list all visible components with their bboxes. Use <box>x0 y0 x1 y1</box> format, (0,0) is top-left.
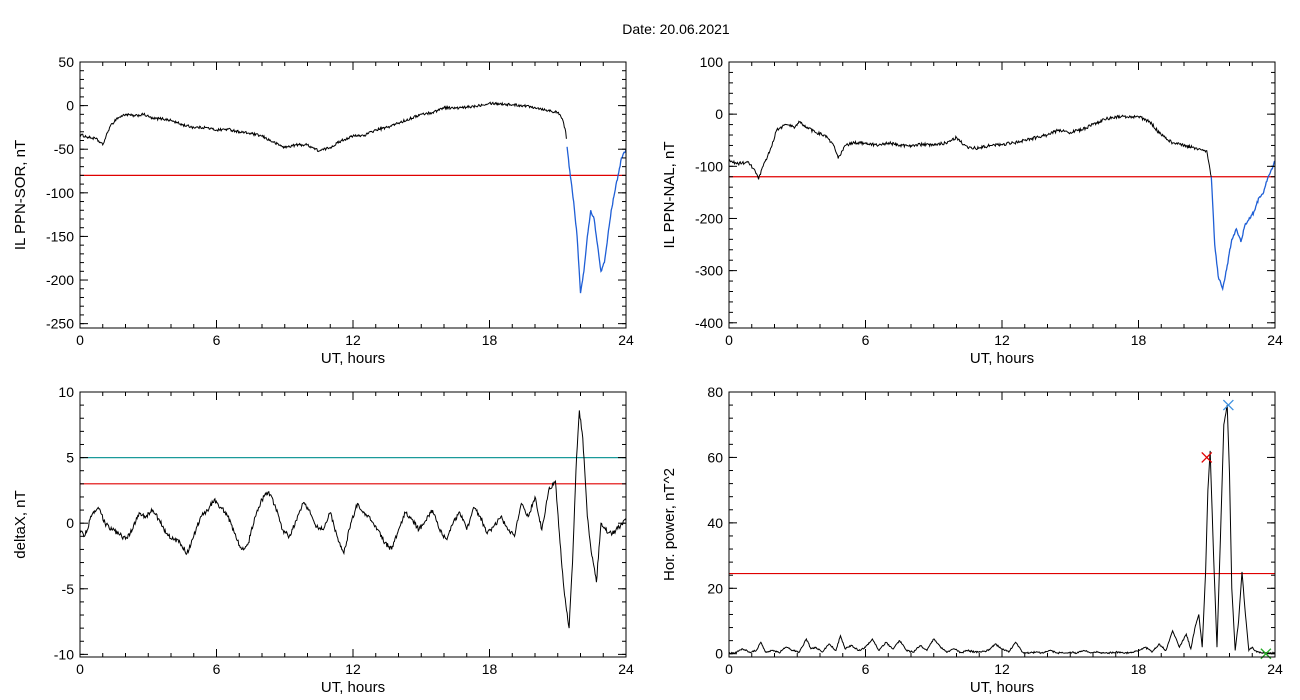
x-tick-label: 12 <box>994 332 1010 348</box>
y-tick-label: 20 <box>707 580 723 596</box>
y-tick-label: -200 <box>46 272 74 288</box>
y-tick-label: -50 <box>54 141 74 157</box>
chart-hor-power: 0 6 12 18 24 80 60 40 20 0 UT, hours Hor. power, nT… <box>661 384 1283 696</box>
x-tick-label: 18 <box>482 661 498 677</box>
y-axis-label: IL PPN-SOR, nT <box>12 140 29 250</box>
x-axis-label: UT, hours <box>970 350 1034 367</box>
y-tick-label: 40 <box>707 515 723 531</box>
x-tick-label: 24 <box>1267 332 1283 348</box>
y-axis-label: deltaX, nT <box>12 490 29 558</box>
y-tick-label: 5 <box>66 450 74 466</box>
x-axis-label: UT, hours <box>970 679 1034 696</box>
y-tick-label: 80 <box>707 384 723 400</box>
chart-ppn-sor: 0 6 12 18 24 50 0 -50 -100 -150 -200 -250 UT, hours I… <box>12 54 634 367</box>
y-tick-label: 10 <box>58 384 74 400</box>
series-line <box>729 404 1275 655</box>
figure-title: Date: 20.06.2021 <box>622 21 730 37</box>
y-tick-label: -150 <box>46 228 74 244</box>
y-tick-label: 0 <box>715 646 723 662</box>
y-axis-label: Hor. power, nT^2 <box>661 468 678 581</box>
x-tick-label: 18 <box>1131 332 1147 348</box>
x-tick-label: 0 <box>76 661 84 677</box>
y-tick-label: -250 <box>46 316 74 332</box>
x-tick-label: 24 <box>618 661 634 677</box>
y-tick-label: 100 <box>700 54 724 70</box>
y-tick-label: -100 <box>46 185 74 201</box>
chart-deltax: 0 6 12 18 24 10 5 0 -5 -10 UT, hours deltaX, nT <box>12 384 634 696</box>
x-tick-label: 6 <box>213 332 221 348</box>
y-tick-label: 0 <box>66 98 74 114</box>
x-tick-label: 18 <box>1131 661 1147 677</box>
y-tick-label: 60 <box>707 449 723 465</box>
x-tick-label: 12 <box>345 332 361 348</box>
series-line-highlight <box>566 146 626 294</box>
y-tick-label: -5 <box>62 581 75 597</box>
x-tick-label: 24 <box>1267 661 1283 677</box>
x-tick-label: 6 <box>862 661 870 677</box>
series-line <box>80 410 626 629</box>
y-tick-label: 50 <box>58 54 74 70</box>
x-tick-label: 6 <box>213 661 221 677</box>
x-tick-label: 0 <box>76 332 84 348</box>
x-tick-label: 0 <box>725 332 733 348</box>
x-axis-label: UT, hours <box>321 350 385 367</box>
plot-frame <box>728 61 1276 329</box>
peak-marker-1 <box>1201 451 1213 463</box>
y-axis-label: IL PPN-NAL, nT <box>661 142 678 249</box>
x-tick-label: 6 <box>862 332 870 348</box>
x-tick-label: 18 <box>482 332 498 348</box>
x-tick-label: 12 <box>994 661 1010 677</box>
y-tick-label: -200 <box>695 210 723 226</box>
series-line <box>729 114 1212 180</box>
x-tick-label: 0 <box>725 661 733 677</box>
x-axis-label: UT, hours <box>321 679 385 696</box>
series-line-highlight <box>1210 160 1275 292</box>
y-tick-label: -100 <box>695 158 723 174</box>
plot-frame <box>79 61 627 329</box>
y-tick-label: -300 <box>695 263 723 279</box>
y-tick-label: -400 <box>695 315 723 331</box>
y-tick-label: 0 <box>66 515 74 531</box>
series-line <box>80 101 567 153</box>
peak-marker-2 <box>1222 399 1234 411</box>
y-tick-label: 0 <box>715 106 723 122</box>
x-tick-label: 12 <box>345 661 361 677</box>
x-tick-label: 24 <box>618 332 634 348</box>
plot-frame <box>728 391 1276 658</box>
y-tick-label: -10 <box>54 646 74 662</box>
chart-ppn-nal: 0 6 12 18 24 100 0 -100 -200 -300 -400 UT, hours IL … <box>661 54 1283 367</box>
